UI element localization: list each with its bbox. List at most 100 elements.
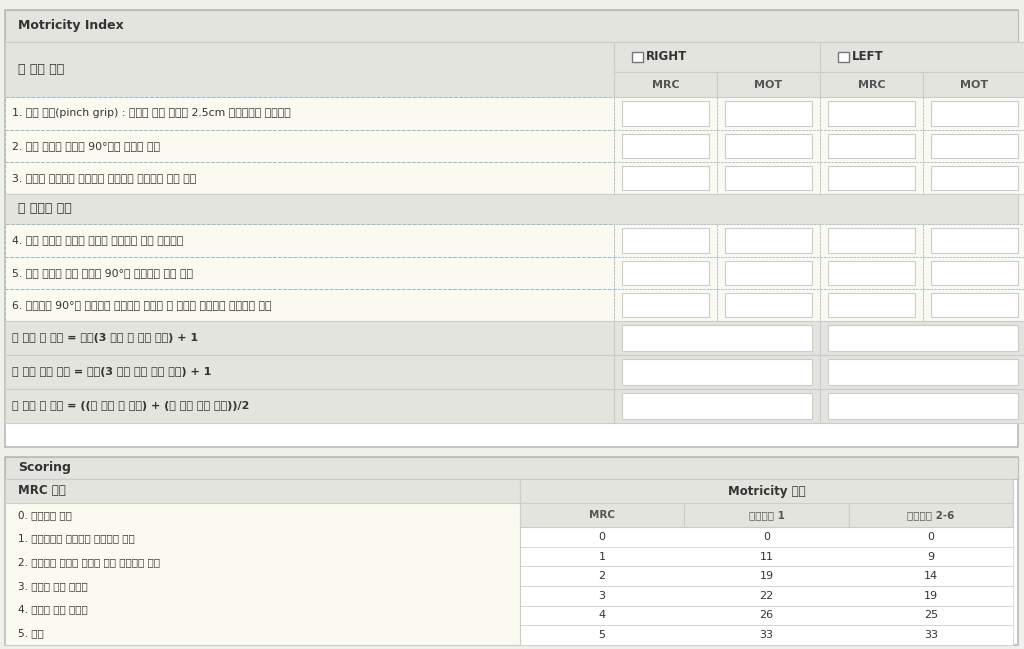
Text: 6. 엉덩이가 90°로 구부러진 상태에서 무릎을 턱 쪽으로 움직이여 엉덩이를 굽힘: 6. 엉덩이가 90°로 구부러진 상태에서 무릎을 턱 쪽으로 움직이여 엉덩…: [12, 300, 271, 310]
Bar: [923, 130, 1024, 162]
Text: 각 다리의 검사: 각 다리의 검사: [18, 202, 72, 215]
Bar: [5, 224, 614, 257]
Text: 검사항목 2-6: 검사항목 2-6: [907, 510, 954, 520]
Bar: [725, 134, 812, 158]
Text: 4: 4: [599, 611, 606, 620]
Bar: [632, 52, 643, 62]
Bar: [614, 162, 717, 194]
Bar: [684, 503, 849, 527]
Bar: [820, 97, 923, 130]
Bar: [717, 289, 820, 321]
Bar: [820, 257, 923, 289]
Bar: [931, 228, 1018, 253]
Bar: [614, 42, 820, 72]
Text: 0. 움직임이 없음: 0. 움직임이 없음: [18, 510, 72, 520]
Text: Scoring: Scoring: [18, 461, 71, 474]
Bar: [5, 194, 1018, 224]
Bar: [717, 72, 820, 97]
Bar: [828, 293, 915, 317]
Text: 각 쪽의 팔 점수 = 총점(3 가지 팔 검사 점수) + 1: 각 쪽의 팔 점수 = 총점(3 가지 팔 검사 점수) + 1: [12, 333, 198, 343]
Text: 검사항목 1: 검사항목 1: [749, 510, 784, 520]
Text: 4. 저항에 대한 움직임: 4. 저항에 대한 움직임: [18, 604, 88, 615]
Bar: [820, 162, 923, 194]
Bar: [820, 224, 923, 257]
Bar: [923, 257, 1024, 289]
Bar: [614, 130, 717, 162]
Bar: [622, 261, 709, 285]
Bar: [622, 134, 709, 158]
Bar: [614, 72, 717, 97]
Bar: [622, 228, 709, 253]
Text: 33: 33: [760, 630, 773, 640]
Bar: [5, 10, 1018, 447]
Text: 4. 발이 발바닥 쪽으로 굽혀진 위치에서 발목 배측굴곡: 4. 발이 발바닥 쪽으로 굽혀진 위치에서 발목 배측굴곡: [12, 236, 183, 245]
Text: 각 쪽의 다리 점수 = 총점(3 가지 다리 검사 점수) + 1: 각 쪽의 다리 점수 = 총점(3 가지 다리 검사 점수) + 1: [12, 367, 211, 377]
Text: 1: 1: [599, 552, 605, 561]
Bar: [828, 325, 1018, 351]
Bar: [614, 321, 820, 355]
Bar: [5, 42, 614, 97]
Bar: [820, 389, 1024, 423]
Bar: [820, 72, 923, 97]
Bar: [5, 257, 614, 289]
Text: MRC: MRC: [651, 79, 679, 90]
Bar: [717, 130, 820, 162]
Text: 9: 9: [928, 552, 934, 561]
Bar: [849, 503, 1013, 527]
Bar: [931, 134, 1018, 158]
Bar: [717, 257, 820, 289]
Bar: [923, 97, 1024, 130]
Text: 1. 움직거림이 감지되나 움직임은 없음: 1. 움직거림이 감지되나 움직임은 없음: [18, 533, 135, 543]
Bar: [828, 166, 915, 190]
Bar: [838, 52, 849, 62]
Bar: [820, 321, 1024, 355]
Bar: [622, 101, 709, 126]
Bar: [5, 10, 1018, 42]
Text: 19: 19: [924, 591, 938, 601]
Bar: [622, 393, 812, 419]
Bar: [931, 293, 1018, 317]
Bar: [5, 457, 1018, 479]
Bar: [828, 359, 1018, 385]
Bar: [820, 130, 923, 162]
Text: 14: 14: [924, 571, 938, 581]
Bar: [717, 162, 820, 194]
Bar: [5, 130, 614, 162]
Text: 0: 0: [599, 532, 605, 542]
Bar: [923, 224, 1024, 257]
Text: 11: 11: [760, 552, 773, 561]
Bar: [520, 626, 1013, 645]
Bar: [5, 162, 614, 194]
Bar: [820, 42, 1024, 72]
Bar: [520, 479, 1013, 503]
Text: MOT: MOT: [961, 79, 988, 90]
Bar: [614, 97, 717, 130]
Bar: [717, 224, 820, 257]
Text: 2. 팔이 어깨에 닿도록 90°부터 팔꿈치 굴곡: 2. 팔이 어깨에 닿도록 90°부터 팔꿈치 굴곡: [12, 141, 160, 151]
Text: 33: 33: [924, 630, 938, 640]
Bar: [828, 228, 915, 253]
Bar: [717, 97, 820, 130]
Text: 26: 26: [760, 611, 773, 620]
Bar: [5, 457, 1018, 645]
Bar: [828, 393, 1018, 419]
Bar: [520, 586, 1013, 606]
Bar: [520, 567, 1013, 586]
Bar: [923, 289, 1024, 321]
Text: 5. 정상: 5. 정상: [18, 628, 44, 638]
Text: 25: 25: [924, 611, 938, 620]
Text: 5. 발이 받치지 않고 무릎이 90°인 상태에서 무릎 펴기: 5. 발이 받치지 않고 무릎이 90°인 상태에서 무릎 펴기: [12, 268, 193, 278]
Text: MRC: MRC: [858, 79, 886, 90]
Bar: [5, 503, 520, 645]
Bar: [622, 325, 812, 351]
Text: 22: 22: [760, 591, 773, 601]
Bar: [520, 503, 684, 527]
Text: 3. 중력에 대한 움직임: 3. 중력에 대한 움직임: [18, 581, 88, 591]
Bar: [622, 166, 709, 190]
Text: RIGHT: RIGHT: [646, 51, 687, 64]
Bar: [5, 321, 614, 355]
Text: 각 팔의 검사: 각 팔의 검사: [18, 63, 65, 76]
Text: 각 쪽의 쪽 점수 = ((그 쪽의 팔 점수) + (그 쪽의 다리 점수))/2: 각 쪽의 쪽 점수 = ((그 쪽의 팔 점수) + (그 쪽의 다리 점수))…: [12, 401, 250, 411]
Bar: [828, 101, 915, 126]
Bar: [520, 546, 1013, 567]
